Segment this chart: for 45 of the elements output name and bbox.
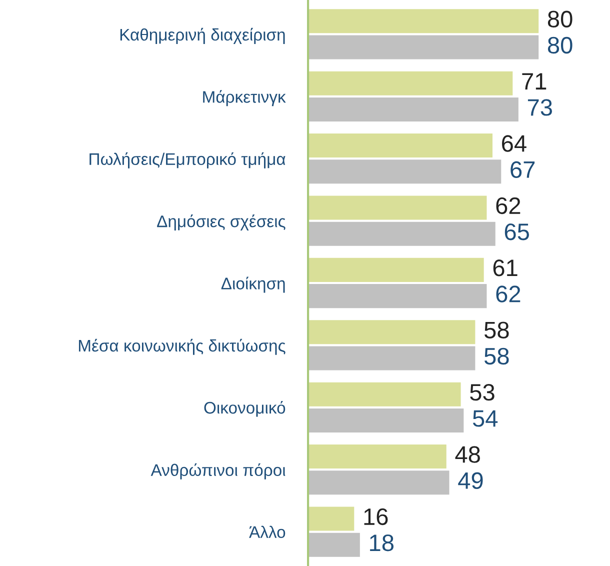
bar — [308, 35, 539, 60]
y-tick-label: Δημόσιες σχέσεις — [157, 214, 286, 231]
data-label: 58 — [484, 348, 509, 365]
bar — [308, 9, 539, 34]
bar — [308, 408, 464, 432]
y-tick-label: Ανθρώπινοι πόροι — [150, 463, 286, 480]
y-tick-label: Μέσα κοινωνικής δικτύωσης — [78, 338, 286, 355]
data-label: 16 — [364, 508, 388, 526]
bar — [308, 160, 502, 184]
bar — [308, 196, 487, 220]
bar — [308, 444, 446, 469]
bar — [308, 382, 461, 406]
data-label: 62 — [496, 197, 520, 214]
y-tick-label: Διοίκηση — [221, 276, 285, 293]
bar — [308, 320, 476, 344]
data-label: 80 — [548, 10, 572, 28]
y-tick-label: Πωλήσεις/Εμπορικό τμήμα — [90, 152, 286, 168]
y-tick-label: Άλλο — [249, 526, 286, 538]
data-label: 18 — [370, 534, 394, 552]
bar — [308, 97, 518, 122]
data-label: 73 — [528, 99, 552, 116]
data-label: 62 — [496, 286, 520, 302]
data-label: 48 — [455, 446, 480, 463]
bar — [308, 222, 496, 246]
y-tick-label: Μάρκετινγκ — [203, 90, 286, 106]
data-label: 65 — [504, 223, 529, 240]
data-label: 80 — [548, 36, 572, 54]
data-label: 58 — [484, 322, 509, 338]
y-tick-label: Καθημερινή διαχείριση — [120, 28, 285, 44]
data-label: 54 — [472, 410, 498, 427]
data-label: 64 — [502, 135, 526, 152]
y-tick-label: Οικονομικό — [204, 400, 286, 417]
bar — [308, 532, 360, 557]
data-label: 61 — [493, 260, 518, 276]
bar — [308, 470, 450, 495]
data-label: 67 — [510, 161, 535, 178]
bar — [308, 284, 487, 308]
bar — [308, 506, 354, 531]
bar — [308, 346, 476, 370]
data-label: 49 — [458, 472, 483, 489]
data-label: 71 — [522, 73, 546, 90]
bar — [308, 71, 513, 96]
bar — [308, 134, 492, 158]
data-label: 53 — [470, 384, 494, 401]
bar — [308, 258, 484, 282]
